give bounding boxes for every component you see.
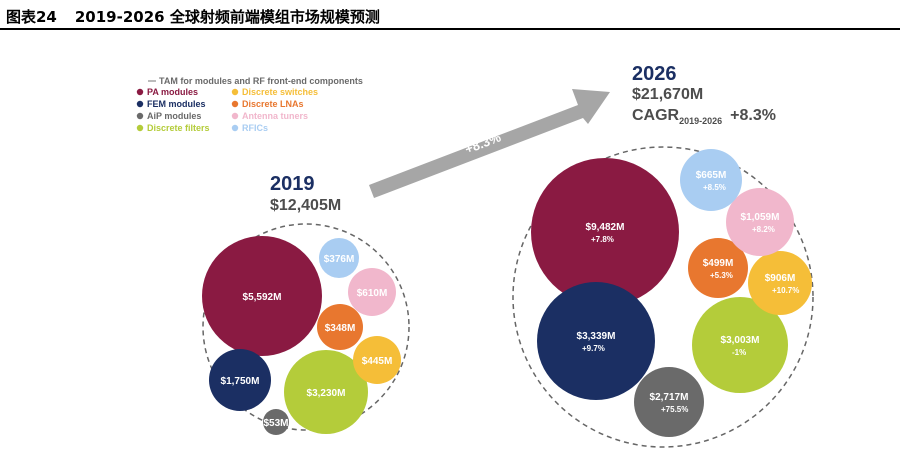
group-2026: 2026 $21,670M CAGR2019-2026 +8.3% $9,482M… (512, 63, 814, 448)
bubble-2019-rfics (319, 238, 359, 278)
bubble-2026-discrete-filters (692, 297, 788, 393)
year-label-2026: 2026 (632, 63, 677, 85)
group-2019: 2019 $12,405M $5,592M $1,750M $3,230M $53M $… (202, 173, 410, 435)
total-label-2026: $21,670M (632, 86, 703, 103)
cagr-period: 2019-2026 (679, 116, 722, 126)
bubble-growth-2026-discrete-lnas: +5.3% (710, 271, 733, 280)
bubble-growth-2026-discrete-filters: -1% (732, 348, 746, 357)
legend-marker-discrete-filters (136, 124, 144, 132)
legend-label-discrete-switches: Discrete switches (242, 87, 318, 97)
bubble-growth-2026-rfics: +8.5% (703, 183, 726, 192)
cagr-value: +8.3% (730, 107, 776, 124)
bubble-2026-discrete-switches (748, 251, 812, 315)
legend-marker-aip-modules (136, 112, 144, 120)
bubble-2019-pa-modules (202, 236, 322, 356)
legend-label-pa-modules: PA modules (147, 87, 198, 97)
bubble-label-2019-antenna-tuners: $610M (357, 288, 388, 299)
bubble-label-2026-discrete-filters: $3,003M (721, 335, 760, 346)
bubble-2019-aip-modules (263, 409, 289, 435)
figure-title: 图表24 2019-2026 全球射频前端模组市场规模预测 (6, 6, 380, 27)
bubble-growth-2026-pa-modules: +7.8% (591, 235, 614, 244)
bubble-2026-discrete-lnas (688, 238, 748, 298)
bubble-2026-pa-modules (531, 158, 679, 306)
bubble-label-2019-fem-modules: $1,750M (221, 376, 260, 387)
bubble-2026-rfics (680, 149, 742, 211)
bubble-label-2019-discrete-filters: $3,230M (307, 388, 346, 399)
bubble-2026-aip-modules (634, 367, 704, 437)
bubble-growth-2026-discrete-switches: +10.7% (772, 286, 799, 295)
legend-label-discrete-filters: Discrete filters (147, 123, 210, 133)
legend-label-rfics: RFICs (242, 123, 268, 133)
bubble-label-2026-antenna-tuners: $1,059M (741, 212, 780, 223)
legend: TAM for modules and RF front-end compone… (136, 76, 363, 133)
legend-label-antenna-tuners: Antenna tuners (242, 111, 308, 121)
bubble-label-2026-aip-modules: $2,717M (650, 392, 689, 403)
bubble-growth-2026-aip-modules: +75.5% (661, 405, 688, 414)
legend-label-aip-modules: AiP modules (147, 111, 201, 121)
tam-circle-2026 (512, 146, 814, 448)
legend-label-fem-modules: FEM modules (147, 99, 206, 109)
bubble-2019-discrete-lnas (317, 304, 363, 350)
bubble-label-2019-rfics: $376M (324, 254, 355, 265)
legend-marker-pa-modules (136, 88, 144, 96)
bubble-2019-discrete-filters (284, 350, 368, 434)
bubble-growth-2026-fem-modules: +9.7% (582, 344, 605, 353)
legend-marker-discrete-lnas (231, 100, 239, 108)
legend-tam-label: TAM for modules and RF front-end compone… (159, 76, 363, 86)
growth-arrow-shape (369, 89, 610, 198)
legend-marker-antenna-tuners (231, 112, 239, 120)
bubble-2019-discrete-switches (353, 336, 401, 384)
legend-marker-fem-modules (136, 100, 144, 108)
cagr-text: CAGR (632, 107, 680, 124)
bubble-label-2026-discrete-switches: $906M (765, 273, 796, 284)
cagr-label-2026: CAGR2019-2026 +8.3% (632, 107, 776, 126)
legend-marker-rfics (231, 124, 239, 132)
legend-label-discrete-lnas: Discrete LNAs (242, 99, 304, 109)
title-rule (0, 28, 900, 30)
bubble-label-2026-pa-modules: $9,482M (586, 222, 625, 233)
bubble-label-2019-aip-modules: $53M (263, 418, 288, 429)
bubble-2026-fem-modules (537, 282, 655, 400)
year-label-2019: 2019 (270, 173, 315, 195)
bubble-label-2026-fem-modules: $3,339M (577, 331, 616, 342)
bubble-2019-antenna-tuners (348, 268, 396, 316)
legend-marker-discrete-switches (231, 88, 239, 96)
figure-title-text: 2019-2026 全球射频前端模组市场规模预测 (74, 8, 380, 26)
bubble-growth-2026-antenna-tuners: +8.2% (752, 225, 775, 234)
bubble-label-2026-rfics: $665M (696, 170, 727, 181)
bubble-label-2026-discrete-lnas: $499M (703, 258, 734, 269)
bubble-label-2019-pa-modules: $5,592M (243, 292, 282, 303)
bubble-label-2019-discrete-lnas: $348M (325, 323, 356, 334)
total-label-2019: $12,405M (270, 197, 341, 214)
bubble-2026-antenna-tuners (726, 188, 794, 256)
figure-number: 图表24 (6, 8, 57, 26)
tam-circle-2019 (202, 223, 410, 431)
bubble-2019-fem-modules (209, 349, 271, 411)
bubble-label-2019-discrete-switches: $445M (362, 356, 393, 367)
